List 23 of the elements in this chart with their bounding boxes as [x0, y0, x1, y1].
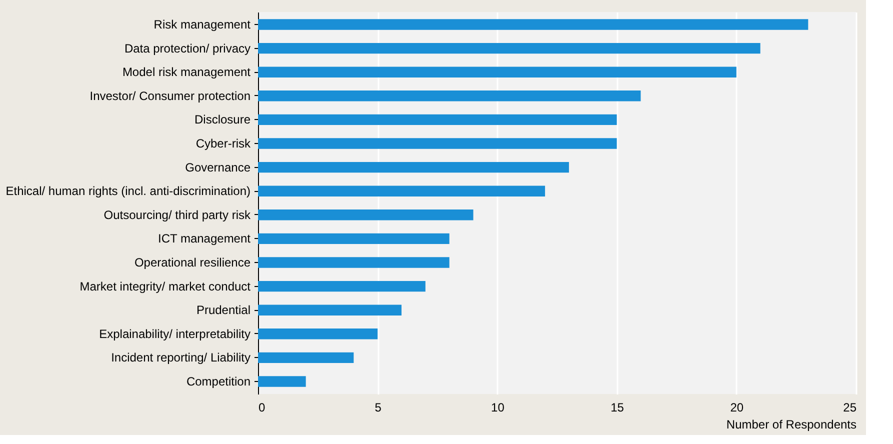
y-tick-label: Competition — [186, 374, 250, 389]
y-tick-label: Explainability/ interpretability — [99, 326, 250, 341]
x-tick-label: 20 — [730, 400, 744, 414]
y-tick-label: ICT management — [158, 232, 252, 246]
y-tick-label: Cyber-risk — [196, 136, 252, 150]
x-tick-label: 0 — [258, 400, 266, 414]
y-tick-label: Investor/ Consumer protection — [90, 88, 250, 103]
x-tick-label: 15 — [610, 400, 624, 414]
y-tick-label: Incident reporting/ Liability — [111, 350, 250, 365]
x-tick-label: 5 — [374, 400, 382, 414]
y-tick-label: Risk management — [154, 17, 252, 32]
y-tick-label: Ethical/ human rights (incl. anti-discrimination) — [6, 184, 250, 198]
x-tick-label: 25 — [843, 400, 857, 414]
y-tick-label: Model risk management — [122, 65, 252, 80]
y-tick-label: Outsourcing/ third party risk — [104, 208, 252, 222]
y-tick-label: Governance — [185, 160, 251, 174]
x-tick-label: 10 — [491, 400, 505, 414]
y-tick-label: Data protection/ privacy — [124, 41, 250, 56]
x-axis-title: Number of Respondents — [726, 418, 856, 432]
y-tick-label: Market integrity/ market conduct — [80, 279, 252, 294]
y-tick-label: Prudential — [196, 303, 250, 318]
y-tick-label: Operational resilience — [134, 256, 251, 270]
y-tick-label: Disclosure — [194, 112, 251, 127]
